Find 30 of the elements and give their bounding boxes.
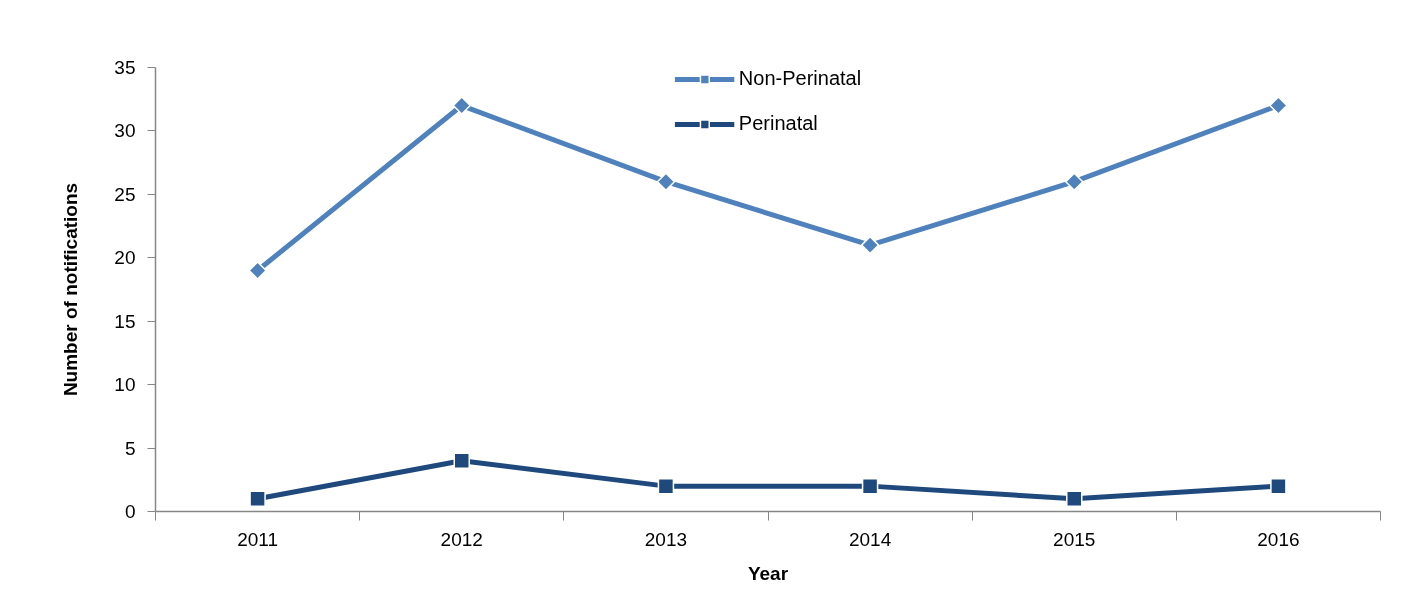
point bbox=[657, 477, 675, 495]
point bbox=[861, 477, 879, 495]
x-tick-label: 2014 bbox=[848, 528, 892, 550]
point bbox=[1066, 490, 1083, 508]
y-tick-label: 35 bbox=[114, 57, 136, 78]
y-axis-title: Number of notifications bbox=[60, 182, 82, 397]
y-tick-label: 20 bbox=[114, 247, 136, 269]
y-tick-label: 10 bbox=[114, 374, 136, 396]
y-tick-label: 5 bbox=[124, 437, 136, 459]
x-tick-label: 2015 bbox=[1053, 528, 1096, 550]
y-tick-label: 25 bbox=[114, 183, 136, 205]
point bbox=[1269, 96, 1288, 115]
legend-label: Perinatal bbox=[738, 112, 818, 135]
x-axis-title: Year bbox=[747, 562, 789, 584]
point bbox=[1270, 477, 1287, 495]
x-tick-label: 2016 bbox=[1257, 528, 1300, 550]
x-tick-label: 2013 bbox=[644, 528, 688, 550]
legend-label: Non-Perinatal bbox=[738, 67, 862, 90]
x-tick-label: 2012 bbox=[440, 528, 483, 550]
point bbox=[860, 235, 880, 255]
point bbox=[249, 490, 266, 508]
point bbox=[248, 261, 267, 280]
point bbox=[453, 452, 470, 470]
y-tick-label: 0 bbox=[124, 501, 136, 522]
x-tick-label: 2011 bbox=[237, 528, 279, 550]
point bbox=[1065, 172, 1084, 191]
y-tick-label: 15 bbox=[114, 310, 136, 332]
y-tick-label: 30 bbox=[114, 120, 136, 142]
point bbox=[452, 96, 471, 115]
point bbox=[656, 172, 676, 191]
